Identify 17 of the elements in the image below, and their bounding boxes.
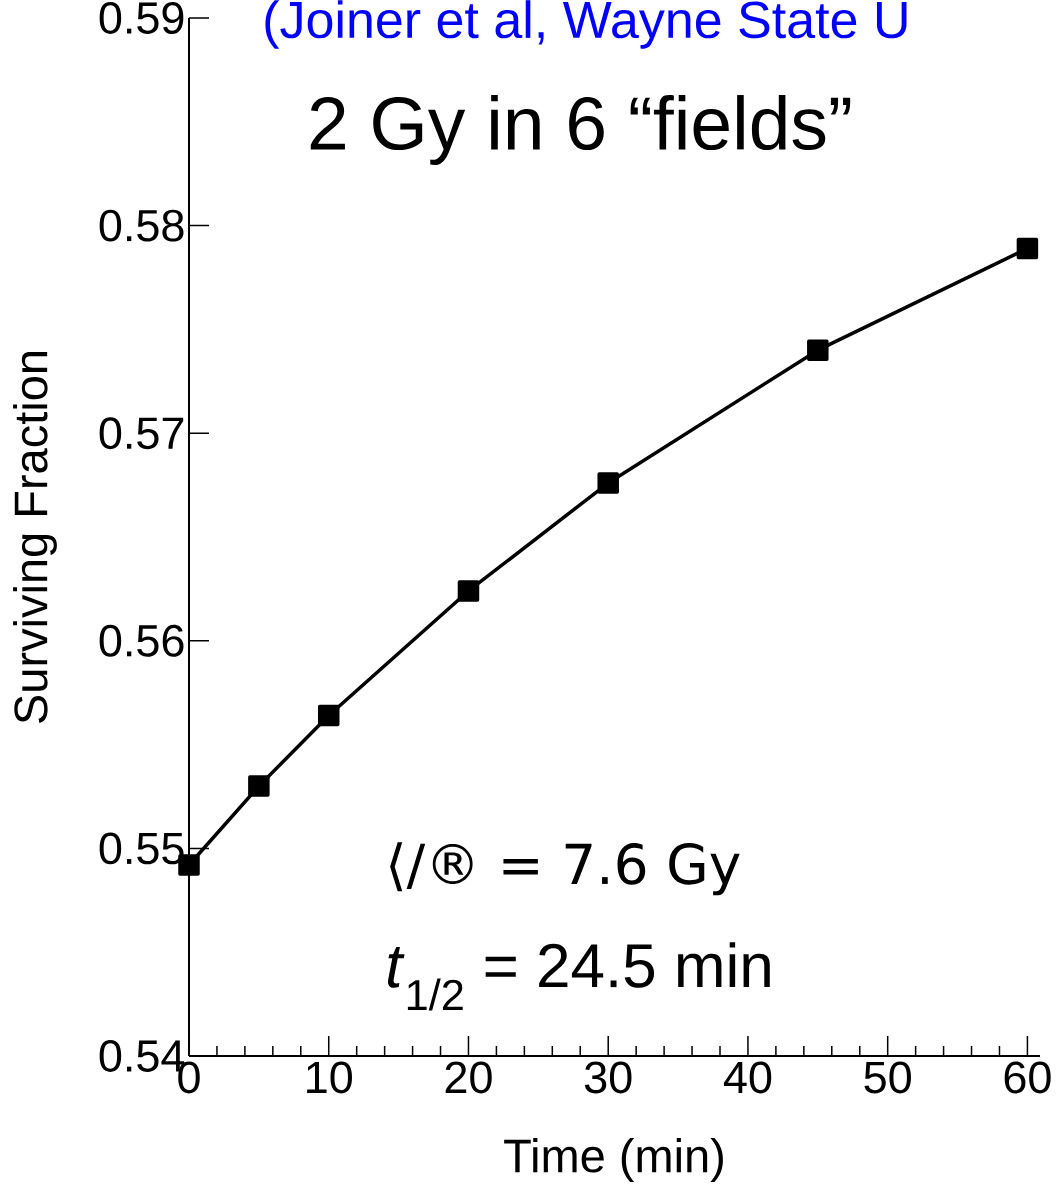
x-tick-label: 10 xyxy=(307,1061,352,1094)
annotation: t$_{1/2}$ = 24.5 min xyxy=(388,942,770,1011)
y-tick-label: 0.58 xyxy=(99,209,184,242)
x-tick-label: 20 xyxy=(445,1061,492,1094)
y-axis-title: Surviving Fraction xyxy=(13,352,57,723)
x-tick-label: 30 xyxy=(584,1061,632,1094)
y-tick-label: 0.56 xyxy=(99,624,184,657)
x-tick-label: 50 xyxy=(864,1061,911,1094)
y-tick-label: 0.59 xyxy=(99,2,184,34)
annotation: (Joiner et al, Wayne State U xyxy=(265,0,907,49)
x-axis-title: Time (min) xyxy=(504,1138,723,1182)
x-tick-label: 60 xyxy=(1004,1061,1051,1094)
y-tick-label: 0.55 xyxy=(99,832,184,865)
y-tick-label: 0.57 xyxy=(99,417,184,450)
x-tick-label: 40 xyxy=(723,1061,772,1094)
annotation: ⟨/® = 7.6 Gy xyxy=(390,842,740,896)
text: 2 Gy in 6 “fields” xyxy=(310,95,851,165)
